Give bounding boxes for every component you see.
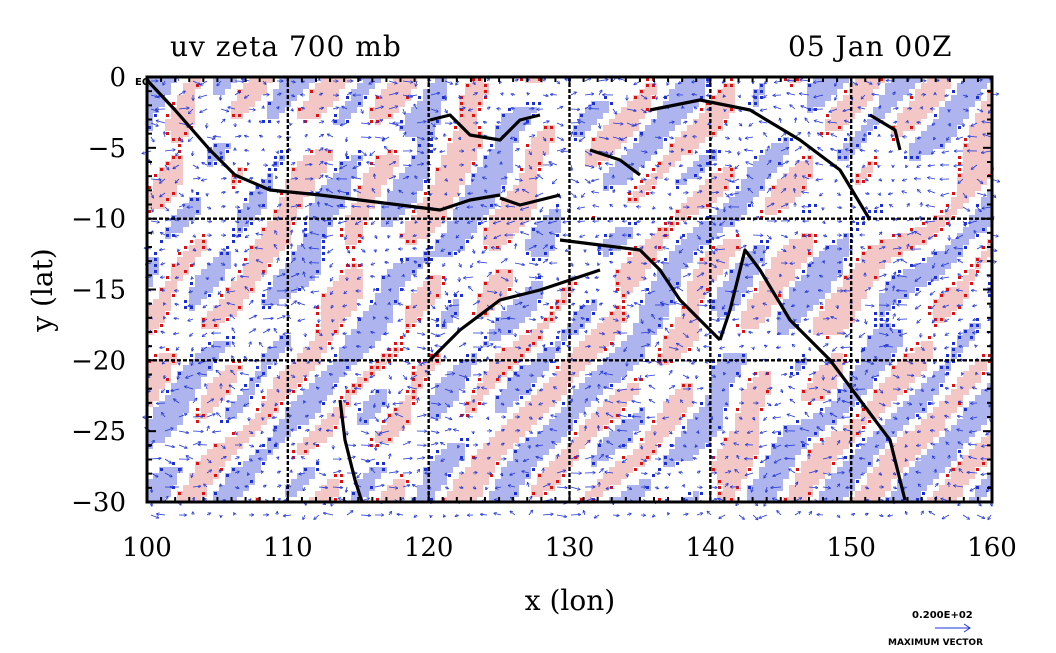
coastline xyxy=(147,78,501,212)
coastline xyxy=(499,193,561,207)
grid-lines xyxy=(147,77,992,502)
y-tick-label: −20 xyxy=(71,346,126,376)
x-axis-label: x (lon) xyxy=(525,584,615,617)
y-tick-label: 0 xyxy=(109,63,126,93)
coastline xyxy=(718,248,907,501)
y-tick-label: −30 xyxy=(71,488,126,518)
axis-tick-labels: 100 110 120 130 140 150 160 0 −5 −10 −15 −20 −25 −30 xyxy=(71,63,1017,563)
x-tick-label: 110 xyxy=(263,533,313,563)
y-tick-label: −25 xyxy=(71,417,126,447)
y-axis-label: y (lat) xyxy=(26,248,59,332)
vector-legend-label: MAXIMUM VECTOR xyxy=(888,638,984,648)
x-tick-label: 160 xyxy=(967,533,1017,563)
equator-label: EQ xyxy=(135,77,150,88)
x-tick-label: 140 xyxy=(686,533,736,563)
x-tick-label: 130 xyxy=(545,533,595,563)
y-tick-label: −15 xyxy=(71,276,126,306)
vector-legend-arrow xyxy=(935,623,971,633)
y-tick-label: −10 xyxy=(71,205,126,235)
x-tick-label: 120 xyxy=(404,533,454,563)
x-tick-label: 150 xyxy=(826,533,876,563)
coastlines xyxy=(147,78,907,502)
coastline xyxy=(428,268,601,362)
coastline xyxy=(869,113,902,151)
coastline xyxy=(559,238,722,342)
chart-timestamp: 05 Jan 00Z xyxy=(788,30,953,63)
coastline xyxy=(589,148,641,177)
coastline xyxy=(649,98,872,221)
chart-title: uv zeta 700 mb xyxy=(170,30,402,63)
coastline xyxy=(338,399,364,502)
vector-legend-value: 0.200E+02 xyxy=(912,610,973,621)
axis-ticks xyxy=(146,76,993,503)
coastline xyxy=(429,113,541,142)
y-tick-label: −5 xyxy=(88,134,126,164)
x-tick-label: 100 xyxy=(122,533,172,563)
